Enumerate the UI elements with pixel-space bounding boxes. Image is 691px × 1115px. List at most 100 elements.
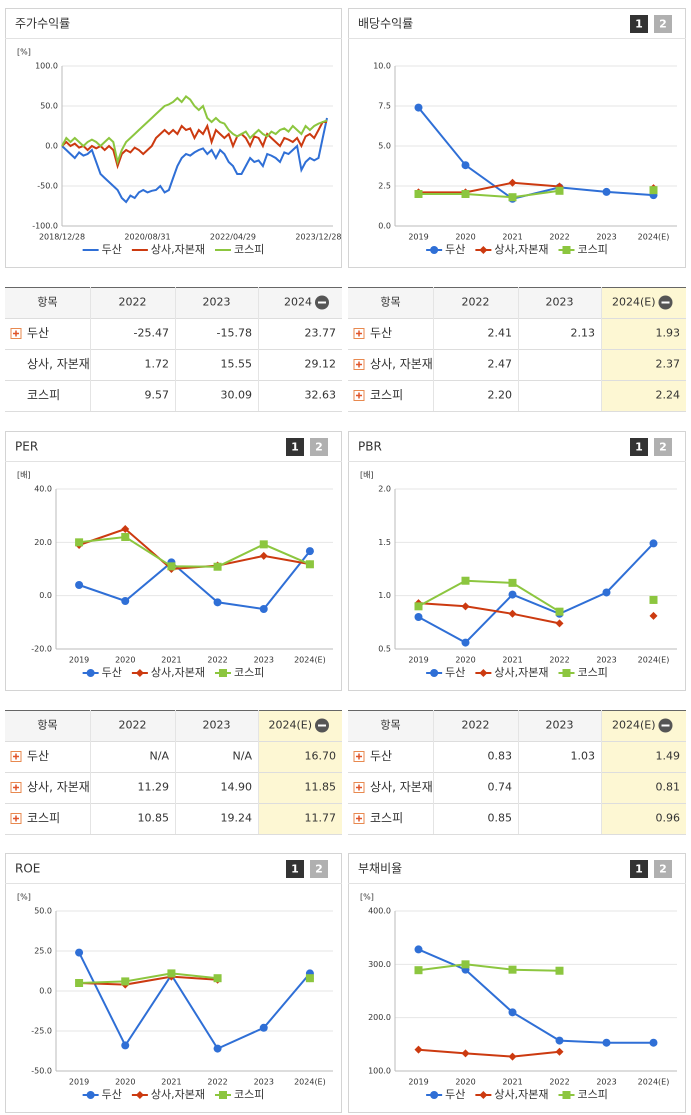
expand-icon-plus — [356, 361, 362, 368]
tab-label: 1 — [635, 18, 643, 31]
series-line — [78, 952, 311, 1050]
legend: 두산 상사,자본재 코스피 — [82, 666, 264, 679]
panel — [348, 853, 686, 1113]
x-tick-label: 2023 — [596, 233, 616, 242]
table-header: 2022 — [119, 296, 147, 309]
cell-value: 1.03 — [571, 750, 596, 763]
x-tick-label: 2022 — [207, 1078, 227, 1087]
cell-value: 2.24 — [656, 389, 681, 402]
y-tick-label: -100.0 — [32, 222, 58, 231]
tab[interactable] — [630, 860, 648, 878]
legend-label: 두산 — [102, 666, 122, 679]
tab[interactable] — [310, 860, 328, 878]
series-line — [418, 1048, 560, 1058]
cell-value: 2.20 — [488, 389, 513, 402]
y-tick-label: 2.5 — [378, 182, 391, 191]
marker — [121, 525, 130, 533]
marker — [649, 186, 658, 195]
marker — [562, 1091, 571, 1099]
row-label: 상사, 자본재 — [370, 357, 433, 371]
marker — [479, 669, 488, 677]
marker — [167, 969, 176, 978]
marker — [75, 948, 84, 957]
y-tick-label: 50.0 — [34, 907, 52, 916]
marker — [461, 190, 470, 198]
series-line — [418, 963, 560, 972]
y-tick-label: 100.0 — [368, 1067, 391, 1076]
marker — [414, 613, 423, 621]
tab-label: 2 — [315, 441, 323, 454]
marker — [121, 533, 130, 541]
y-tick-label: 1.0 — [378, 591, 391, 600]
expand-icon-plus — [356, 753, 362, 760]
y-tick-label: 300.0 — [368, 960, 391, 969]
marker — [602, 1038, 611, 1047]
panel — [5, 853, 342, 1113]
marker — [508, 578, 517, 587]
row-label: 코스피 — [370, 811, 403, 825]
marker — [135, 669, 144, 677]
tab[interactable] — [654, 15, 672, 33]
panel-title: PER — [15, 440, 38, 454]
cell-value: -25.47 — [134, 327, 169, 340]
cell-value: 0.81 — [656, 781, 681, 794]
tab[interactable] — [654, 438, 672, 456]
table-header: 2024(E) — [268, 719, 312, 732]
expand-icon-plus — [356, 815, 362, 822]
legend-label: 두산 — [445, 666, 465, 679]
marker — [508, 178, 517, 187]
marker — [414, 190, 423, 198]
x-tick-label: 2021 — [502, 233, 522, 242]
marker — [555, 966, 564, 975]
x-tick-label: 2018/12/28 — [39, 233, 85, 242]
series-line — [418, 542, 655, 644]
x-tick-label: 2020 — [455, 656, 475, 665]
marker — [305, 560, 314, 569]
tab-label: 2 — [315, 863, 323, 876]
tab-label: 2 — [659, 18, 667, 31]
marker — [414, 945, 423, 954]
marker — [75, 581, 84, 589]
marker — [508, 609, 517, 618]
panel-title: 주가수익률 — [15, 17, 70, 31]
tab[interactable] — [286, 860, 304, 878]
table-header: 2022 — [462, 296, 490, 309]
legend-label: 상사,자본재 — [151, 666, 205, 679]
tab[interactable] — [654, 860, 672, 878]
cell-value: 2.41 — [488, 327, 513, 340]
row-label: 코스피 — [27, 811, 60, 825]
legend: 두산 상사,자본재 코스피 — [426, 1088, 608, 1101]
tab-label: 1 — [291, 441, 299, 454]
table-header: 2023 — [203, 296, 231, 309]
axis-unit: [%] — [360, 893, 374, 902]
row-label: 두산 — [27, 749, 49, 763]
row-label: 코스피 — [27, 388, 60, 402]
y-tick-label: 40.0 — [34, 485, 52, 494]
x-tick-label: 2024(E) — [638, 1078, 670, 1087]
marker — [218, 669, 227, 677]
expand-icon-plus — [13, 784, 19, 791]
y-tick-label: 25.0 — [34, 947, 52, 956]
marker — [121, 977, 130, 986]
series-line — [61, 117, 328, 204]
cell-value: 30.09 — [221, 389, 253, 402]
table-header: 2024 — [284, 296, 312, 309]
x-tick-label: 2023 — [254, 1078, 274, 1087]
tab[interactable] — [286, 438, 304, 456]
cell-value: 32.63 — [305, 389, 337, 402]
y-tick-label: 1.5 — [378, 538, 391, 547]
tab[interactable] — [630, 438, 648, 456]
legend-label: 두산 — [102, 243, 122, 256]
x-tick-label: 2023 — [596, 1078, 616, 1087]
legend-label: 상사,자본재 — [151, 1088, 205, 1101]
tab[interactable] — [310, 438, 328, 456]
tab[interactable] — [630, 15, 648, 33]
marker — [86, 1091, 95, 1099]
x-tick-label: 2022 — [549, 233, 569, 242]
legend-label: 두산 — [445, 1088, 465, 1101]
table-header: 항목 — [380, 719, 400, 732]
marker — [430, 246, 439, 254]
cell-value: 0.85 — [488, 812, 513, 825]
expand-icon-plus — [13, 753, 19, 760]
marker — [461, 576, 470, 585]
